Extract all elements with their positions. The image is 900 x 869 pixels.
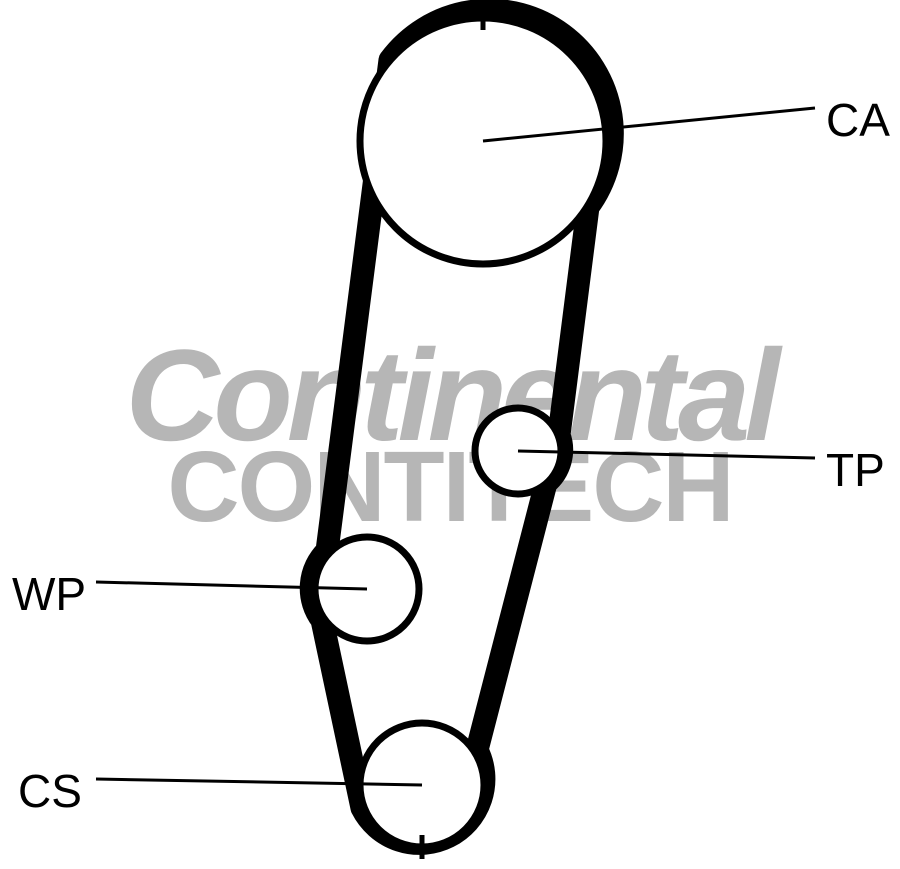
label-cs: CS: [18, 764, 82, 818]
belt-diagram: [0, 0, 900, 869]
label-wp: WP: [12, 567, 86, 621]
label-ca: CA: [826, 93, 890, 147]
label-tp: TP: [826, 443, 885, 497]
